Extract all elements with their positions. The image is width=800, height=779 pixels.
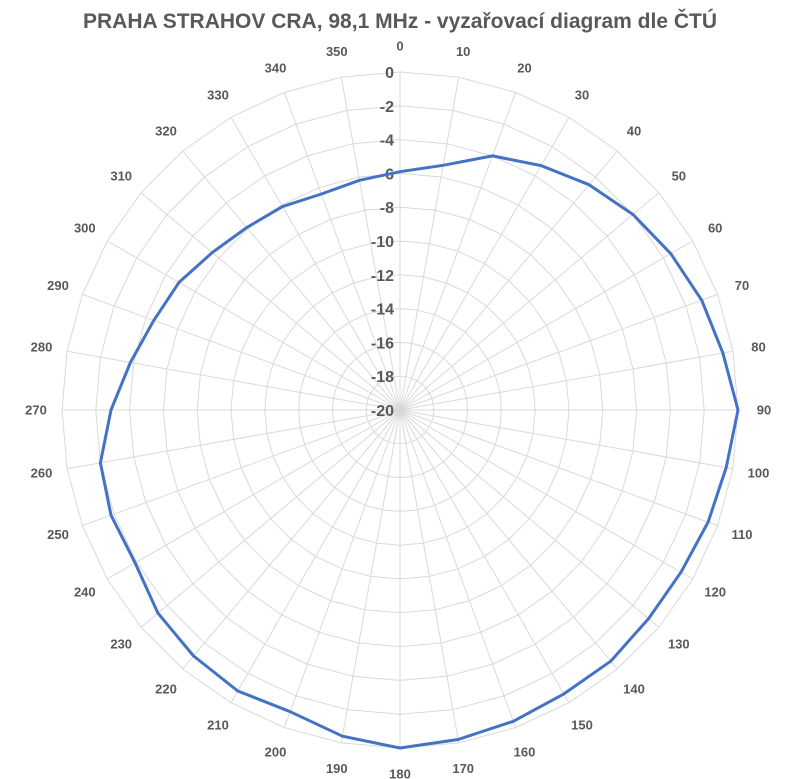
grid-spoke: [230, 409, 401, 703]
grid-spoke: [399, 240, 693, 411]
grid-spoke: [283, 92, 401, 411]
grid-spoke: [399, 409, 718, 527]
angle-tick-label: 10: [456, 44, 470, 59]
grid-spoke: [399, 350, 733, 411]
grid-spoke: [82, 293, 401, 411]
angle-tick-label: 20: [517, 61, 531, 76]
chart-title: PRAHA STRAHOV CRA, 98,1 MHz - vyzařovací…: [82, 10, 718, 33]
grid-spoke: [399, 409, 733, 470]
grid-spoke: [399, 409, 660, 628]
angle-tick-label: 150: [571, 718, 593, 733]
grid-spoke: [399, 192, 660, 411]
series-line: [98, 154, 740, 750]
angle-tick-label: 310: [110, 169, 132, 184]
angle-tick-label: 330: [207, 87, 229, 102]
angle-tick-label: 140: [623, 681, 645, 696]
angle-tick-label: 210: [207, 718, 229, 733]
grid-spoke: [399, 77, 460, 411]
grid-spoke: [140, 192, 401, 411]
angle-tick-label: 220: [155, 681, 177, 696]
ring-labels: 0-2-4-6-8-10-12-14-16-18-20: [371, 65, 394, 420]
radial-tick-label: 0: [385, 65, 394, 82]
grid-spoke: [399, 92, 517, 411]
grid-spoke: [340, 77, 401, 411]
angle-tick-label: 240: [74, 585, 96, 600]
grid-spoke: [182, 150, 401, 411]
radial-tick-label: -16: [371, 335, 394, 352]
grid-spoke: [399, 150, 618, 411]
angle-tick-label: 50: [672, 169, 686, 184]
angle-tick-label: 200: [265, 745, 287, 760]
angle-tick-label: 120: [704, 585, 726, 600]
grid-spoke: [399, 293, 718, 411]
grid-spoke: [107, 240, 401, 411]
angle-tick-label: 60: [708, 221, 722, 236]
angle-tick-label: 250: [47, 527, 69, 542]
angle-tick-label: 280: [31, 339, 53, 354]
grid-spoke: [230, 117, 401, 411]
grid-spoke: [399, 409, 618, 670]
radial-tick-label: -14: [371, 302, 394, 319]
radial-tick-label: -4: [380, 133, 394, 150]
radial-tick-label: -10: [371, 234, 394, 251]
angle-tick-label: 290: [47, 278, 69, 293]
angle-tick-label: 110: [732, 527, 753, 542]
angle-tick-label: 320: [155, 124, 177, 139]
angle-tick-label: 170: [452, 761, 474, 776]
grid-spoke: [67, 409, 401, 470]
angle-tick-label: 190: [326, 761, 348, 776]
angle-tick-label: 30: [575, 87, 589, 102]
angle-tick-label: 260: [31, 466, 53, 481]
angle-tick-label: 40: [627, 124, 641, 139]
grid-spoke: [399, 409, 570, 703]
radial-tick-label: -18: [371, 369, 394, 386]
angle-tick-label: 180: [389, 767, 411, 779]
grid-spoke: [67, 350, 401, 411]
grid-spoke: [399, 409, 693, 580]
angle-tick-label: 70: [735, 278, 749, 293]
angle-tick-label: 100: [748, 466, 770, 481]
angle-tick-label: 350: [326, 44, 348, 59]
angle-tick-label: 340: [265, 61, 287, 76]
angle-tick-label: 160: [514, 745, 536, 760]
grid-spoke: [107, 409, 401, 580]
angle-tick-label: 90: [757, 403, 771, 418]
radial-tick-label: -8: [380, 200, 394, 217]
angle-tick-label: 230: [110, 637, 132, 652]
grid-spoke: [399, 409, 460, 743]
grid-spoke: [140, 409, 401, 628]
radial-tick-label: -12: [371, 268, 394, 285]
series-layer: [98, 154, 740, 750]
angle-labels: 0 10 20 30 40 50 60 70 80 90 100 110 120 130 140 150 160…: [25, 39, 771, 779]
grid-spoke: [340, 409, 401, 743]
angle-tick-label: 80: [751, 339, 765, 354]
angle-tick-label: 130: [668, 637, 690, 652]
grid-spoke: [82, 409, 401, 527]
radial-tick-label: -20: [371, 403, 394, 420]
angle-tick-label: 0: [396, 39, 403, 54]
grid-layer: [61, 71, 739, 749]
radial-tick-label: -2: [380, 99, 394, 116]
angle-tick-label: 270: [25, 403, 47, 418]
grid-spoke: [283, 409, 401, 728]
grid-spoke: [399, 409, 517, 728]
angle-tick-label: 300: [74, 221, 96, 236]
grid-spoke: [182, 409, 401, 670]
